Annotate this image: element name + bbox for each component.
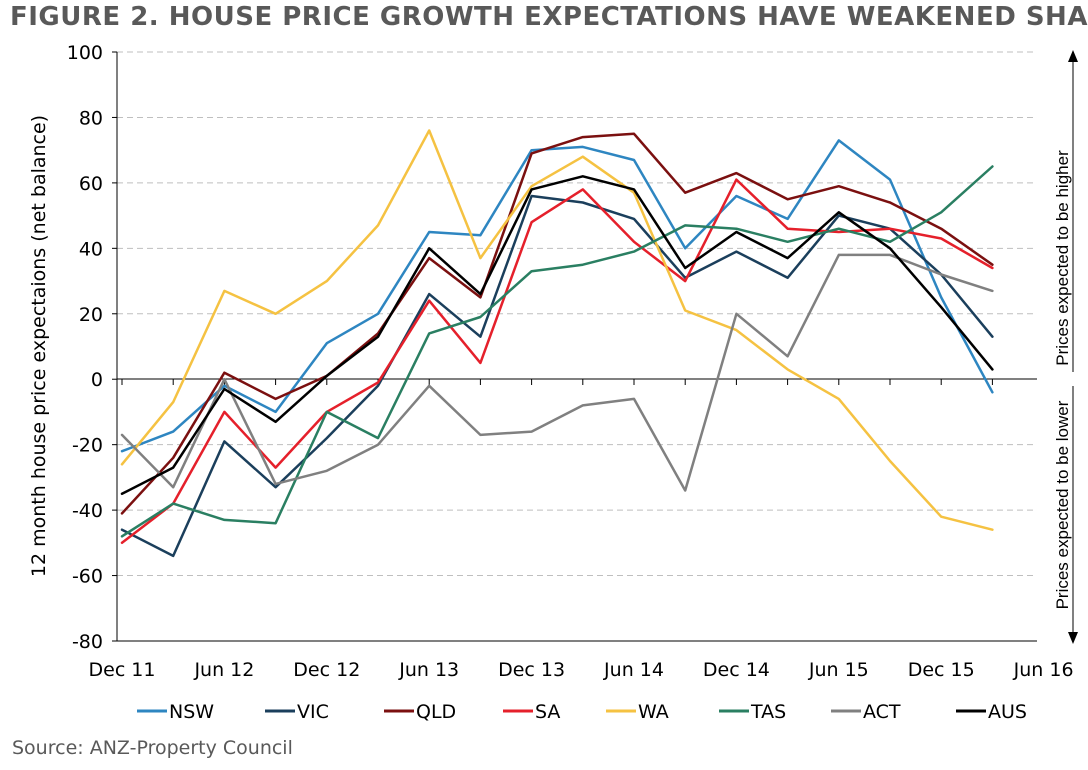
series-line-vic (120, 194, 994, 558)
x-tick-label: Jun 13 (398, 659, 459, 681)
higher-arrowhead (1068, 50, 1078, 62)
legend-label-vic: VIC (297, 701, 329, 723)
higher-annotation: Prices expected to be higher (1053, 150, 1072, 366)
x-tick-label: Jun 12 (193, 659, 254, 681)
x-tick-label: Dec 12 (293, 659, 360, 681)
axes: -80 -60 -40 -20 0 20 40 60 80 100 Dec 11 Jun 12 Dec … (28, 42, 1074, 681)
series-line-wa (120, 129, 994, 531)
legend-label-tas: TAS (750, 701, 786, 723)
y-tick-label: 20 (79, 304, 103, 326)
x-tick-label: Jun 15 (808, 659, 869, 681)
y-tick-label: -40 (72, 500, 103, 522)
y-axis-title: 12 month house price expectaions (net ba… (28, 115, 50, 577)
lower-annotation: Prices expected to be lower (1053, 400, 1072, 609)
legend-label-qld: QLD (416, 701, 456, 723)
y-tick-label: 80 (79, 107, 103, 129)
x-tick-label: Dec 15 (908, 659, 975, 681)
x-tick-label: Dec 13 (498, 659, 565, 681)
series-line-qld (120, 132, 994, 515)
x-tick-label: Jun 14 (603, 659, 664, 681)
y-tick-label: -60 (72, 566, 103, 588)
series-lines (120, 129, 994, 558)
legend-label-aus: AUS (988, 701, 1027, 723)
annotations: Prices expected to be higher Prices expec… (1053, 50, 1078, 644)
y-tick-label: -80 (72, 631, 103, 653)
x-tick-label: Dec 14 (703, 659, 770, 681)
legend-label-wa: WA (638, 701, 669, 723)
legend-label-nsw: NSW (169, 701, 214, 723)
y-tick-label: 40 (79, 238, 103, 260)
source-note: Source: ANZ-Property Council (12, 737, 293, 759)
chart-title: FIGURE 2. HOUSE PRICE GROWTH EXPECTATION… (10, 2, 1088, 32)
legend: NSW VIC QLD SA WA TAS ACT AUS (137, 701, 1027, 723)
legend-label-act: ACT (863, 701, 901, 723)
y-tick-label: 0 (91, 369, 103, 391)
series-line-aus (120, 175, 994, 496)
lower-arrowhead (1068, 632, 1078, 644)
legend-label-sa: SA (535, 701, 560, 723)
gridlines (117, 51, 1037, 577)
y-tick-label: -20 (72, 435, 103, 457)
x-tick-label: Dec 11 (89, 659, 156, 681)
y-tick-label: 60 (79, 173, 103, 195)
y-tick-label: 100 (67, 42, 103, 64)
x-tick-label: Jun 16 (1013, 659, 1074, 681)
series-line-nsw (120, 139, 994, 453)
series-line-act (120, 253, 994, 492)
series-line-tas (120, 165, 994, 538)
